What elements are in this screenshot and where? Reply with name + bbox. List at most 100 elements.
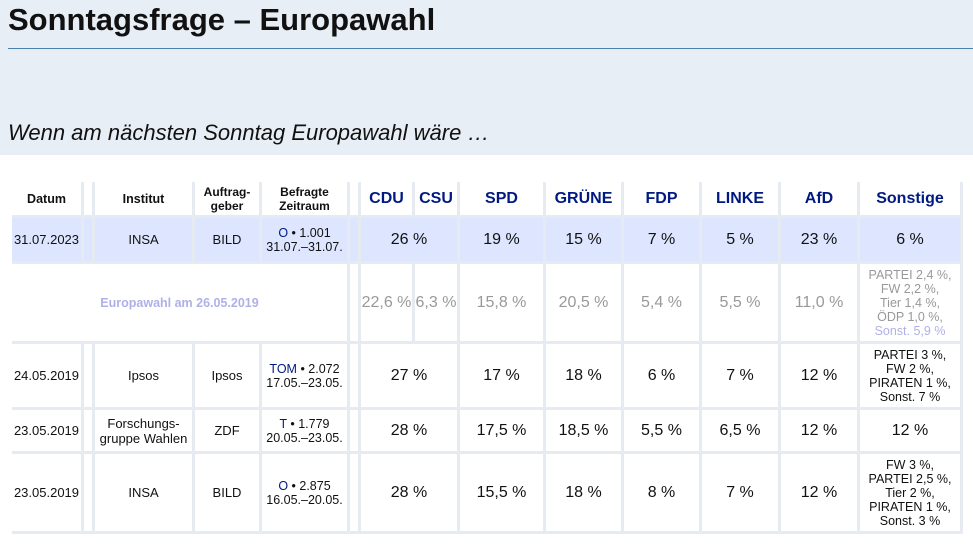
method-link[interactable]: T bbox=[279, 416, 287, 431]
cell-afd: 11,0 % bbox=[781, 264, 860, 344]
cell-gap bbox=[350, 410, 361, 454]
cell-befragte: O • 1.001 31.07.–31.07. bbox=[262, 218, 350, 264]
election-label[interactable]: Europawahl am 26.05.2019 bbox=[12, 264, 350, 344]
cell-auftraggeber: ZDF bbox=[195, 410, 262, 454]
col-institut[interactable]: Institut bbox=[95, 182, 195, 218]
cell-datum: 23.05.2019 bbox=[12, 410, 84, 454]
col-fdp[interactable]: FDP bbox=[624, 182, 702, 218]
page-header: Sonntagsfrage – Europawahl Wenn am nächs… bbox=[0, 0, 973, 155]
cell-auftraggeber: BILD bbox=[195, 218, 262, 264]
befragte-label-2: Zeitraum bbox=[279, 198, 330, 213]
col-cdu[interactable]: CDU bbox=[361, 182, 415, 218]
cell-auftraggeber: BILD bbox=[195, 454, 262, 534]
sonst-line: Sonst. 7 % bbox=[879, 389, 941, 404]
method-link[interactable]: O bbox=[278, 478, 289, 493]
cell-afd: 12 % bbox=[781, 410, 860, 454]
institut-line-1: Forschungs- bbox=[107, 415, 180, 431]
cell-fdp: 5,5 % bbox=[624, 410, 702, 454]
cell-spd: 15,8 % bbox=[460, 264, 546, 344]
cell-spd: 17,5 % bbox=[460, 410, 546, 454]
cell-befragte: T • 1.779 20.05.–23.05. bbox=[262, 410, 350, 454]
cell-sonstige: 6 % bbox=[860, 218, 963, 264]
method-link[interactable]: O bbox=[278, 225, 289, 240]
cell-gap bbox=[350, 218, 361, 264]
cell-afd: 12 % bbox=[781, 344, 860, 410]
sonst-line: Sonst. 3 % bbox=[879, 513, 941, 528]
cell-cdu-csu: 26 % bbox=[361, 218, 460, 264]
col-spd[interactable]: SPD bbox=[460, 182, 546, 218]
cell-cdu: 22,6 % bbox=[361, 264, 415, 344]
cell-spd: 17 % bbox=[460, 344, 546, 410]
zeitraum: 20.05.–23.05. bbox=[266, 430, 343, 445]
cell-linke: 7 % bbox=[702, 344, 781, 410]
cell-gruene: 15 % bbox=[546, 218, 624, 264]
cell-fdp: 7 % bbox=[624, 218, 702, 264]
sonst-line: PARTEI 2,5 %, bbox=[868, 471, 952, 486]
cell-sonstige: FW 3 %, PARTEI 2,5 %, Tier 2 %, PIRATEN 1 %… bbox=[860, 454, 963, 534]
cell-csu: 6,3 % bbox=[415, 264, 460, 344]
col-gap bbox=[84, 182, 95, 218]
cell-auftraggeber: Ipsos bbox=[195, 344, 262, 410]
sonst-line: ÖDP 1,0 %, bbox=[877, 309, 943, 324]
cell-linke: 7 % bbox=[702, 454, 781, 534]
sonst-line: PARTEI 2,4 %, bbox=[868, 267, 952, 282]
befragte-count: • 2.875 bbox=[288, 478, 331, 493]
cell-gruene: 18 % bbox=[546, 344, 624, 410]
cell-gruene: 20,5 % bbox=[546, 264, 624, 344]
cell-institut: Forschungs-gruppe Wahlen bbox=[95, 410, 195, 454]
cell-cdu-csu: 27 % bbox=[361, 344, 460, 410]
cell-gap bbox=[350, 454, 361, 534]
sonst-total: Sonst. 5,9 % bbox=[874, 323, 946, 338]
auftrag-label-1: Auftrag- bbox=[203, 184, 251, 199]
table-row: 31.07.2023 INSA BILD O • 1.001 31.07.–31.… bbox=[12, 218, 963, 264]
cell-linke: 5,5 % bbox=[702, 264, 781, 344]
cell-gap bbox=[84, 454, 95, 534]
col-auftraggeber[interactable]: Auftrag-geber bbox=[195, 182, 262, 218]
col-befragte[interactable]: Befragte Zeitraum bbox=[262, 182, 350, 218]
sonst-line: FW 3 %, bbox=[886, 457, 934, 472]
col-gruene[interactable]: GRÜNE bbox=[546, 182, 624, 218]
befragte-count: • 1.001 bbox=[288, 225, 331, 240]
befragte-count: • 2.072 bbox=[296, 361, 340, 376]
auftrag-label-2: geber bbox=[210, 198, 244, 213]
title-divider bbox=[8, 48, 973, 49]
col-datum[interactable]: Datum bbox=[12, 182, 84, 218]
cell-sonstige: 12 % bbox=[860, 410, 963, 454]
lead-text: Wenn am nächsten Sonntag Europawahl wäre… bbox=[8, 120, 490, 145]
sonst-line: PIRATEN 1 %, bbox=[869, 499, 951, 514]
sonst-line: Tier 1,4 %, bbox=[880, 295, 940, 310]
cell-sonstige: PARTEI 3 %, FW 2 %, PIRATEN 1 %, Sonst. 7 % bbox=[860, 344, 963, 410]
cell-linke: 5 % bbox=[702, 218, 781, 264]
cell-gruene: 18 % bbox=[546, 454, 624, 534]
cell-institut: INSA bbox=[95, 454, 195, 534]
sonst-line: PARTEI 3 %, bbox=[873, 347, 947, 362]
cell-spd: 19 % bbox=[460, 218, 546, 264]
method-link[interactable]: TOM bbox=[269, 361, 297, 376]
cell-datum: 31.07.2023 bbox=[12, 218, 84, 264]
cell-institut: INSA bbox=[95, 218, 195, 264]
election-result-row: Europawahl am 26.05.2019 22,6 % 6,3 % 15… bbox=[12, 264, 963, 344]
cell-gap bbox=[84, 218, 95, 264]
col-afd[interactable]: AfD bbox=[781, 182, 860, 218]
sonst-line: FW 2,2 %, bbox=[880, 281, 940, 296]
col-linke[interactable]: LINKE bbox=[702, 182, 781, 218]
sonst-line: PIRATEN 1 %, bbox=[869, 375, 951, 390]
cell-gap bbox=[350, 264, 361, 344]
table-row: 24.05.2019 Ipsos Ipsos TOM • 2.072 17.05.… bbox=[12, 344, 963, 410]
table-row: 23.05.2019 INSA BILD O • 2.875 16.05.–20.… bbox=[12, 454, 963, 534]
zeitraum: 16.05.–20.05. bbox=[266, 492, 343, 507]
cell-datum: 24.05.2019 bbox=[12, 344, 84, 410]
cell-befragte: TOM • 2.072 17.05.–23.05. bbox=[262, 344, 350, 410]
header-row: Datum Institut Auftrag-geber Befragte Zei… bbox=[12, 182, 963, 218]
befragte-label-1: Befragte bbox=[280, 184, 329, 199]
left-margin bbox=[0, 155, 7, 548]
sonst-line: Tier 2 %, bbox=[885, 485, 935, 500]
poll-table-container: Datum Institut Auftrag-geber Befragte Zei… bbox=[7, 155, 973, 548]
col-sonstige[interactable]: Sonstige bbox=[860, 182, 963, 218]
cell-gruene: 18,5 % bbox=[546, 410, 624, 454]
cell-institut: Ipsos bbox=[95, 344, 195, 410]
col-csu[interactable]: CSU bbox=[415, 182, 460, 218]
table-row: 23.05.2019 Forschungs-gruppe Wahlen ZDF … bbox=[12, 410, 963, 454]
page-title: Sonntagsfrage – Europawahl bbox=[8, 2, 436, 37]
cell-datum: 23.05.2019 bbox=[12, 454, 84, 534]
